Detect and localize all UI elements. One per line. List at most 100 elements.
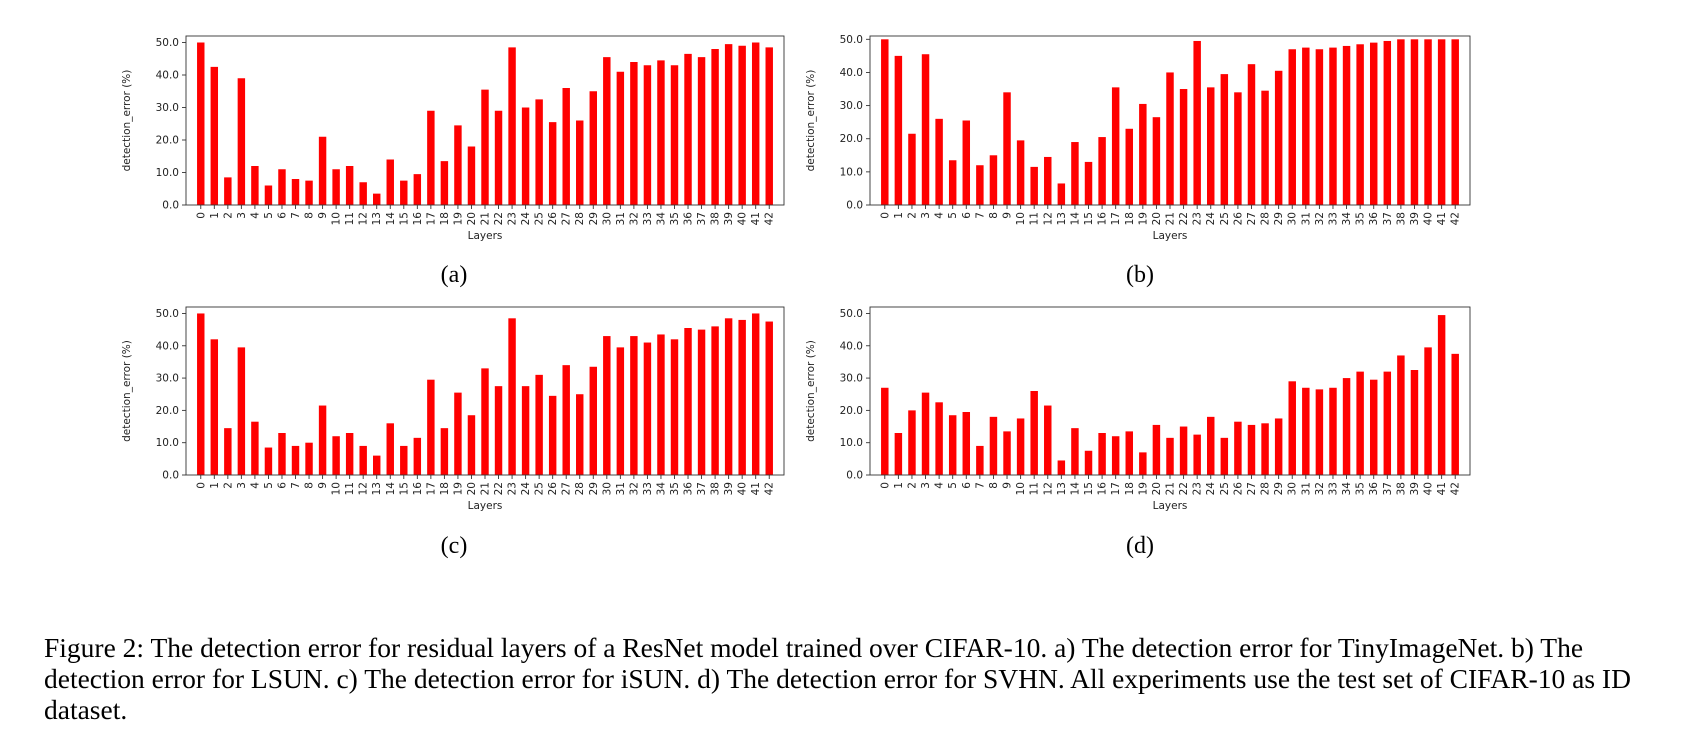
bar-a-layer-1 — [210, 66, 219, 206]
bar-a-layer-37 — [697, 57, 706, 206]
y-tick-label-c: 10.0 — [156, 437, 179, 449]
y-tick-label-d: 10.0 — [840, 437, 863, 449]
bar-c-layer-7 — [291, 445, 300, 475]
x-tick-label-b: 38 — [1395, 212, 1407, 225]
y-tick-label-a: 20.0 — [156, 135, 179, 147]
x-tick-label-a: 32 — [628, 212, 640, 225]
y-tick-label-b: 40.0 — [840, 67, 863, 79]
bar-c-layer-33 — [643, 342, 652, 475]
bar-c-layer-31 — [616, 347, 625, 475]
bar-a-layer-15 — [400, 180, 408, 206]
x-tick-label-a: 7 — [290, 212, 302, 219]
x-tick-label-a: 20 — [466, 212, 478, 225]
bar-b-layer-7 — [976, 165, 984, 205]
x-tick-label-d: 14 — [1069, 482, 1081, 496]
bar-d-layer-15 — [1084, 450, 1093, 475]
bar-c-layer-10 — [332, 436, 340, 475]
x-tick-label-a: 37 — [696, 212, 708, 225]
x-tick-label-b: 11 — [1029, 212, 1041, 225]
x-tick-label-c: 8 — [304, 482, 316, 489]
bar-b-layer-41 — [1437, 39, 1446, 206]
bar-c-layer-24 — [521, 386, 530, 475]
chart-panel-b: 0.0 10.0 20.0 30.0 40.0 50.0 0 1 2 3 4 5 6 7 8 9 10 11 12 1… — [0, 0, 1685, 300]
x-tick-label-a: 1 — [209, 212, 221, 219]
bar-a-layer-0 — [197, 42, 205, 205]
x-tick-label-d: 16 — [1097, 482, 1109, 496]
bar-b-layer-25 — [1220, 74, 1229, 205]
bar-c-layer-26 — [548, 395, 557, 475]
x-tick-label-a: 19 — [452, 212, 464, 225]
panel-label-c: (c) — [440, 533, 468, 559]
bar-c-layer-6 — [278, 433, 286, 475]
y-tick-label-d: 50.0 — [840, 308, 863, 320]
x-tick-label-b: 5 — [947, 212, 959, 219]
x-tick-label-a: 21 — [480, 212, 492, 225]
bar-c-layer-37 — [697, 329, 706, 475]
x-tick-label-d: 10 — [1015, 482, 1027, 495]
x-tick-label-a: 31 — [615, 212, 627, 225]
x-tick-label-c: 34 — [655, 482, 667, 496]
bar-c-layer-29 — [589, 366, 597, 475]
y-tick-label-c: 20.0 — [156, 405, 179, 417]
chart-d-svg: 0.010.020.030.040.050.00 1 2 3 4 5 6 7 8 9 10 11 12 1… — [805, 306, 1471, 512]
x-tick-label-c: 18 — [439, 482, 451, 495]
x-tick-label-b: 33 — [1327, 212, 1339, 225]
x-tick-label-d: 38 — [1395, 482, 1407, 495]
bar-b-layer-26 — [1234, 92, 1242, 205]
x-tick-label-c: 38 — [710, 482, 722, 495]
x-tick-label-d: 2 — [906, 482, 918, 489]
bar-a-layer-22 — [494, 110, 503, 205]
bar-a-layer-8 — [305, 180, 313, 206]
bar-c-layer-8 — [305, 442, 313, 475]
x-tick-label-d: 35 — [1355, 482, 1367, 495]
x-tick-label-c: 37 — [696, 482, 708, 495]
x-tick-label-c: 5 — [263, 482, 275, 489]
bar-b-layer-32 — [1315, 49, 1324, 205]
bar-b-layer-20 — [1152, 117, 1161, 205]
bar-c-layer-42 — [765, 321, 773, 475]
bar-a-layer-17 — [427, 110, 435, 205]
y-axis-b: 0.0 10.0 20.0 30.0 40.0 50.0 — [840, 34, 870, 212]
bar-d-layer-11 — [1030, 391, 1038, 475]
bar-a-layer-27 — [562, 88, 570, 205]
x-tick-label-c: 20 — [466, 482, 478, 495]
x-tick-label-c: 22 — [493, 482, 505, 495]
x-tick-label-d: 28 — [1260, 482, 1272, 495]
x-tick-label-a: 38 — [710, 212, 722, 225]
x-tick-label-d: 19 — [1137, 482, 1149, 495]
x-tick-label-c: 11 — [344, 482, 356, 495]
y-tick-label-c: 30.0 — [156, 373, 179, 385]
x-axis-d: 0 1 2 3 4 5 6 7 8 9 10 11 12 13 14 15 16 17 18 19 20 21 22 23 24… — [879, 475, 1462, 496]
x-tick-label-a: 4 — [249, 212, 261, 219]
x-tick-label-d: 24 — [1205, 482, 1217, 496]
bar-b-layer-24 — [1207, 87, 1215, 205]
x-tick-label-c: 27 — [561, 482, 573, 495]
bar-d-layer-6 — [962, 412, 971, 475]
x-tick-label-a: 12 — [358, 212, 370, 225]
bar-d-layer-3 — [921, 392, 930, 475]
bar-d-layer-0 — [881, 387, 889, 475]
bar-c-layer-2 — [224, 428, 232, 475]
bar-c-layer-16 — [413, 437, 422, 475]
x-tick-label-d: 3 — [920, 482, 932, 489]
panel-label-d: (d) — [1126, 533, 1154, 559]
bar-a-layer-33 — [643, 65, 652, 205]
bar-c-layer-39 — [724, 318, 733, 475]
bar-b-layer-13 — [1057, 183, 1066, 205]
x-tick-label-a: 33 — [642, 212, 654, 225]
x-tick-label-c: 7 — [290, 482, 302, 489]
bar-a-layer-31 — [616, 71, 625, 205]
x-tick-label-b: 8 — [988, 212, 1000, 219]
x-tick-label-d: 13 — [1056, 482, 1068, 495]
bar-d-layer-7 — [976, 445, 984, 475]
x-tick-label-c: 12 — [358, 482, 370, 495]
x-tick-label-a: 36 — [683, 212, 695, 226]
x-tick-label-b: 30 — [1287, 212, 1299, 225]
x-tick-label-c: 24 — [520, 482, 532, 496]
x-tick-label-d: 0 — [879, 482, 891, 489]
bar-c-layer-22 — [494, 386, 503, 475]
x-tick-label-c: 29 — [588, 482, 600, 495]
bar-a-layer-9 — [318, 136, 327, 205]
x-tick-label-d: 26 — [1232, 482, 1244, 496]
x-tick-label-d: 37 — [1382, 482, 1394, 495]
